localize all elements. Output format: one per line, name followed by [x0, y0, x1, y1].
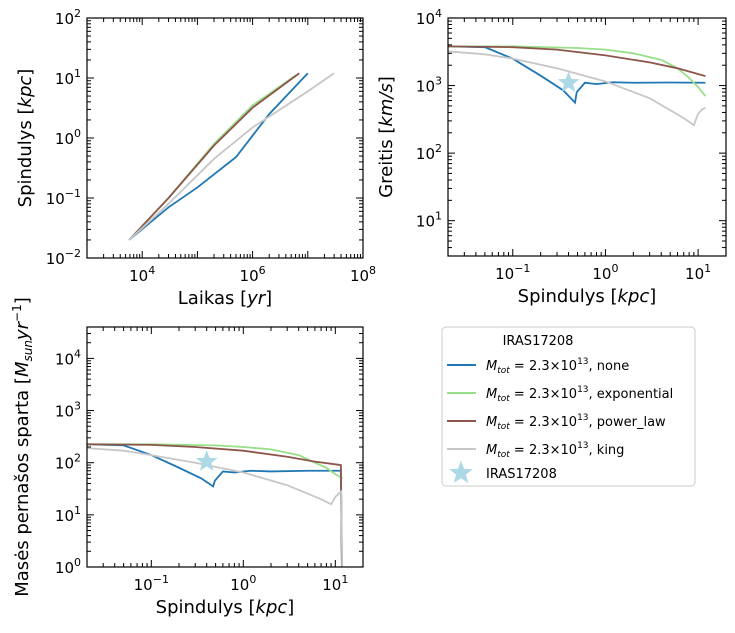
series-line-king — [448, 50, 706, 127]
legend-star-label: IRAS17208 — [486, 467, 557, 482]
series-line-king — [128, 72, 335, 241]
x-tick-label: 100 — [230, 573, 256, 594]
series-line-exponential — [128, 74, 297, 241]
y-tick-label: 104 — [416, 7, 442, 28]
iras17208-star-marker — [195, 450, 218, 471]
axes-frame — [447, 17, 727, 257]
series-line-king — [87, 447, 344, 567]
series-line-none — [128, 72, 309, 241]
y-tick-label: 10−2 — [46, 247, 81, 268]
series-line-power_law — [87, 443, 343, 567]
series-line-exponential — [87, 443, 344, 480]
legend-title: IRAS17208 — [503, 334, 574, 349]
series-group — [87, 443, 344, 567]
legend-entry-exponential: Mtot = 2.3×1013, exponential — [447, 385, 673, 404]
y-tick-label: 100 — [55, 127, 81, 148]
y-tick-label: 102 — [55, 452, 81, 473]
iras17208-star-marker — [557, 71, 580, 93]
legend-label: Mtot = 2.3×1013, power_law — [486, 413, 666, 432]
legend-entry-king: Mtot = 2.3×1013, king — [447, 441, 624, 460]
y-axis-label: Greitis [km/s] — [376, 76, 397, 198]
x-tick-label: 101 — [685, 262, 711, 283]
legend: IRAS17208 Mtot = 2.3×1013, none Mtot = 2.… — [441, 326, 696, 487]
x-axis-label: Laikas [yr] — [178, 288, 272, 309]
y-tick-label: 101 — [55, 504, 81, 525]
x-tick-label: 104 — [129, 264, 155, 285]
x-axis-label: Spindulys [kpc] — [518, 286, 657, 307]
x-tick-label: 108 — [350, 264, 376, 285]
y-tick-label: 100 — [55, 556, 81, 577]
series-line-power_law — [448, 45, 706, 77]
panel-top-left: 104 106 108 10−2 10−1 100 101 102 Laikas [yr] Spi… — [15, 7, 376, 309]
y-tick-label: 103 — [55, 400, 81, 421]
y-axis-label: Masės pernašos sparta [Msunyr−1] — [10, 297, 35, 597]
series-group — [128, 72, 335, 241]
x-axis-label: Spindulys [kpc] — [156, 597, 295, 618]
series-group — [448, 45, 707, 127]
axes-frame — [86, 17, 364, 259]
x-tick-label: 100 — [592, 262, 618, 283]
legend-label: Mtot = 2.3×1013, exponential — [486, 385, 673, 404]
y-tick-label: 102 — [416, 142, 442, 163]
y-tick-label: 101 — [416, 210, 442, 231]
legend-label: Mtot = 2.3×1013, king — [486, 441, 624, 460]
y-tick-label: 101 — [55, 67, 81, 88]
y-axis-label: Spindulys [kpc] — [15, 69, 36, 208]
panel-bottom-left: 10−1 100 101 100 101 102 103 104 Spindulys [kpc]… — [10, 297, 364, 618]
series-line-none — [87, 443, 343, 567]
series-line-power_law — [128, 72, 300, 241]
legend-entry-none: Mtot = 2.3×1013, none — [447, 357, 629, 376]
y-tick-label: 104 — [55, 347, 81, 368]
y-tick-label: 10−1 — [46, 187, 81, 208]
x-tick-label: 10−1 — [495, 262, 530, 283]
x-tick-label: 106 — [240, 264, 266, 285]
legend-label: Mtot = 2.3×1013, none — [486, 357, 629, 376]
panel-top-right: 10−1 100 101 101 102 103 104 Spindulys [kpc] Gre… — [376, 7, 727, 307]
y-tick-label: 103 — [416, 75, 442, 96]
x-tick-label: 101 — [322, 573, 348, 594]
x-tick-label: 10−1 — [134, 573, 169, 594]
y-tick-label: 102 — [55, 7, 81, 28]
legend-star-icon — [449, 460, 473, 484]
legend-entry-power_law: Mtot = 2.3×1013, power_law — [447, 413, 666, 432]
series-line-exponential — [448, 45, 707, 97]
